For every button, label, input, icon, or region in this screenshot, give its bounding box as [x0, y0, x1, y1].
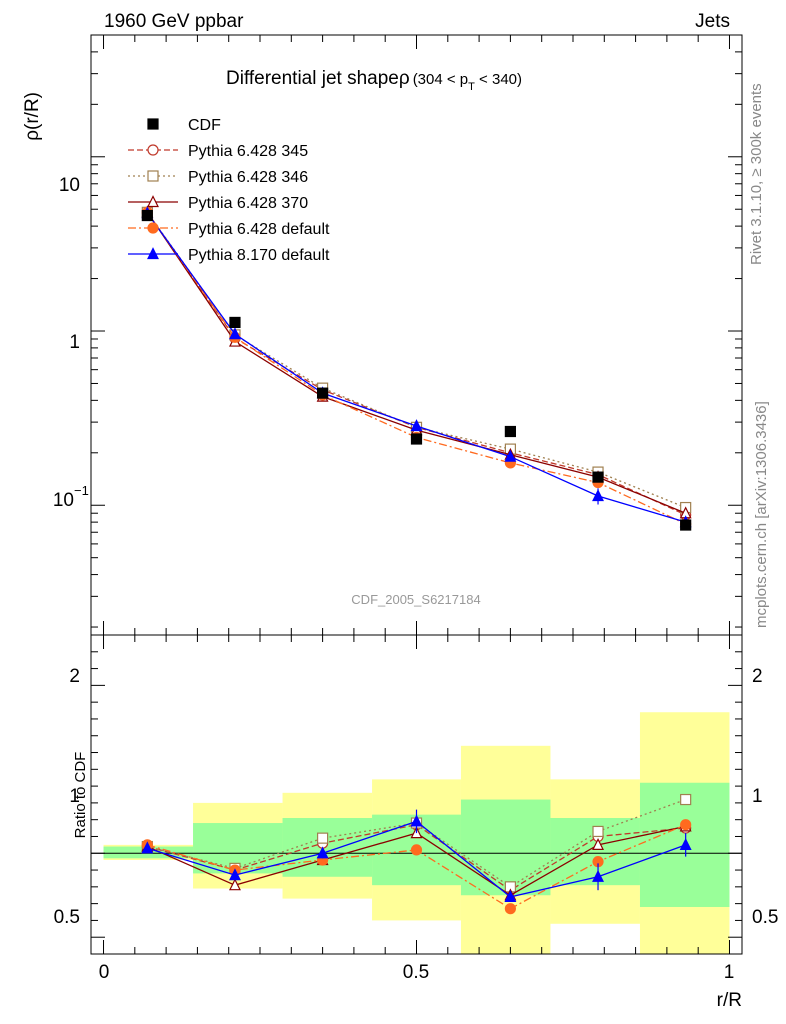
xtick-label-0: 0	[99, 962, 110, 983]
legend-marker-4	[147, 222, 159, 234]
chart-title-main: Differential jet shapeρ	[226, 68, 410, 89]
main-x-ticks	[103, 35, 730, 635]
ytick-label-10: 10	[59, 175, 80, 196]
main-point-0-0	[141, 209, 153, 222]
main-point-0-2	[317, 387, 329, 399]
energy-label: 1960 GeV ppbar	[104, 11, 244, 32]
ytick-label-0p1-base: 10	[53, 490, 74, 511]
xtick-label-1: 1	[724, 962, 735, 983]
chart-title-sub: T	[468, 81, 475, 93]
legend-label-3: Pythia 6.428 370	[188, 195, 308, 212]
legend-marker-2	[147, 170, 159, 182]
main-point-5-1	[229, 327, 241, 340]
ratio-point-1-6	[680, 793, 692, 806]
main-y-axis-label: ρ(r/R)	[22, 92, 43, 141]
ratio-ytick-left-0p5: 0.5	[54, 907, 80, 928]
main-point-0-3	[410, 433, 423, 445]
green-uncertainty-band-4	[460, 799, 551, 896]
main-y-ticks	[91, 34, 742, 628]
ratio-ytick-left-2: 2	[69, 666, 80, 687]
main-point-5-3	[410, 419, 423, 432]
legend-label-1: Pythia 6.428 345	[188, 143, 308, 160]
ratio-point-4-0	[141, 841, 154, 854]
main-point-0-4	[504, 425, 516, 438]
ytick-label-0p1: 10	[53, 490, 74, 511]
ratio-point-2-1	[229, 878, 241, 891]
main-plot-area	[141, 205, 692, 531]
legend-marker-3	[147, 195, 159, 208]
legend: CDF Pythia 6.428 345 Pythia 6.428 346 Pythi…	[128, 117, 330, 264]
main-series-0	[141, 209, 692, 531]
ratio-point-1-2	[317, 832, 329, 844]
legend-label-4: Pythia 6.428 default	[188, 221, 330, 238]
chart-title: Differential jet shapeρ (304 < pT < 340)	[226, 68, 522, 93]
xtick-label-0p5: 0.5	[403, 962, 429, 983]
ratio-plot-area	[91, 712, 742, 954]
ratio-point-3-3	[410, 844, 423, 856]
rivet-label: Rivet 3.1.10, ≥ 300k events	[748, 83, 765, 265]
ratio-point-4-5	[592, 869, 604, 882]
ratio-ytick-left-1: 1	[69, 786, 80, 807]
ratio-point-3-4	[504, 903, 516, 915]
legend-label-0: CDF	[188, 117, 221, 134]
legend-marker-1	[147, 144, 159, 156]
mcplots-label: mcplots.cern.ch [arXiv:1306.3436]	[753, 401, 770, 628]
legend-marker-0	[147, 118, 159, 130]
ratio-ytick-right-2: 2	[752, 666, 763, 687]
ratio-point-3-6	[680, 819, 692, 831]
legend-marker-5	[147, 247, 159, 260]
ratio-panel: Ratio to CDF 2 1 0.5 2 1 0.5 0 0.5 1 r/R	[54, 634, 778, 1011]
main-point-5-4	[504, 449, 517, 462]
main-point-0-6	[680, 519, 692, 531]
chart-title-range: (304 < p	[413, 71, 468, 88]
main-point-0-1	[229, 316, 241, 329]
ratio-point-4-6	[679, 838, 692, 850]
legend-label-2: Pythia 6.428 346	[188, 169, 308, 186]
ratio-point-1-5	[592, 825, 604, 838]
ratio-ytick-right-1: 1	[752, 786, 763, 807]
jets-label: Jets	[695, 11, 730, 32]
ytick-label-1: 1	[69, 332, 80, 353]
ratio-ytick-right-0p5: 0.5	[752, 907, 778, 928]
ratio-ticks	[91, 635, 742, 955]
ytick-label-0p1-exponent: −1	[74, 483, 89, 498]
ratio-point-4-2	[316, 846, 329, 859]
analysis-id: CDF_2005_S6217184	[351, 592, 480, 607]
ratio-series-4	[141, 809, 692, 903]
ratio-point-4-3	[410, 814, 423, 827]
main-point-0-5	[592, 471, 604, 483]
ratio-y-axis-label: Ratio to CDF	[72, 752, 89, 839]
x-axis-label: r/R	[717, 990, 742, 1011]
legend-label-5: Pythia 8.170 default	[188, 247, 330, 264]
chart-title-suffix: < 340)	[475, 71, 522, 88]
ratio-point-4-4	[504, 890, 517, 903]
main-panel: ρ(r/R) 10 1 10 −1 Differential jet shape…	[22, 34, 743, 636]
ratio-point-4-1	[229, 868, 241, 881]
main-point-5-5	[592, 489, 604, 502]
ratio-point-2-5	[592, 838, 604, 850]
